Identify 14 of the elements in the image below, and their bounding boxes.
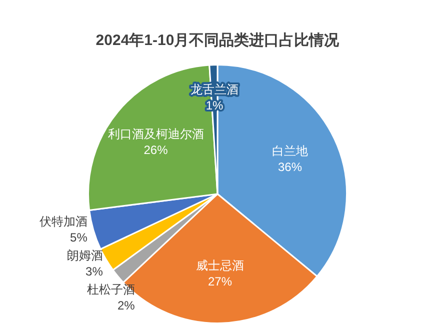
data-label: 1% (206, 98, 224, 113)
slice-label: 利口酒及柯迪尔酒 (108, 127, 204, 142)
data-label: 2% (117, 298, 136, 312)
slice-label: 杜松子酒 (86, 282, 135, 296)
data-label: 5% (70, 230, 88, 244)
slice-label: 威士忌酒 (196, 258, 244, 272)
data-label: 36% (278, 160, 302, 174)
slice-label: 白兰地 (272, 144, 308, 158)
data-label: 26% (144, 143, 168, 158)
chart-title: 2024年1-10月不同品类进口占比情况 (96, 32, 340, 50)
data-label: 3% (86, 264, 104, 278)
data-label: 27% (208, 274, 232, 288)
slice-label: 朗姆酒 (66, 248, 103, 262)
slice-label: 伏特加酒 (39, 214, 88, 228)
